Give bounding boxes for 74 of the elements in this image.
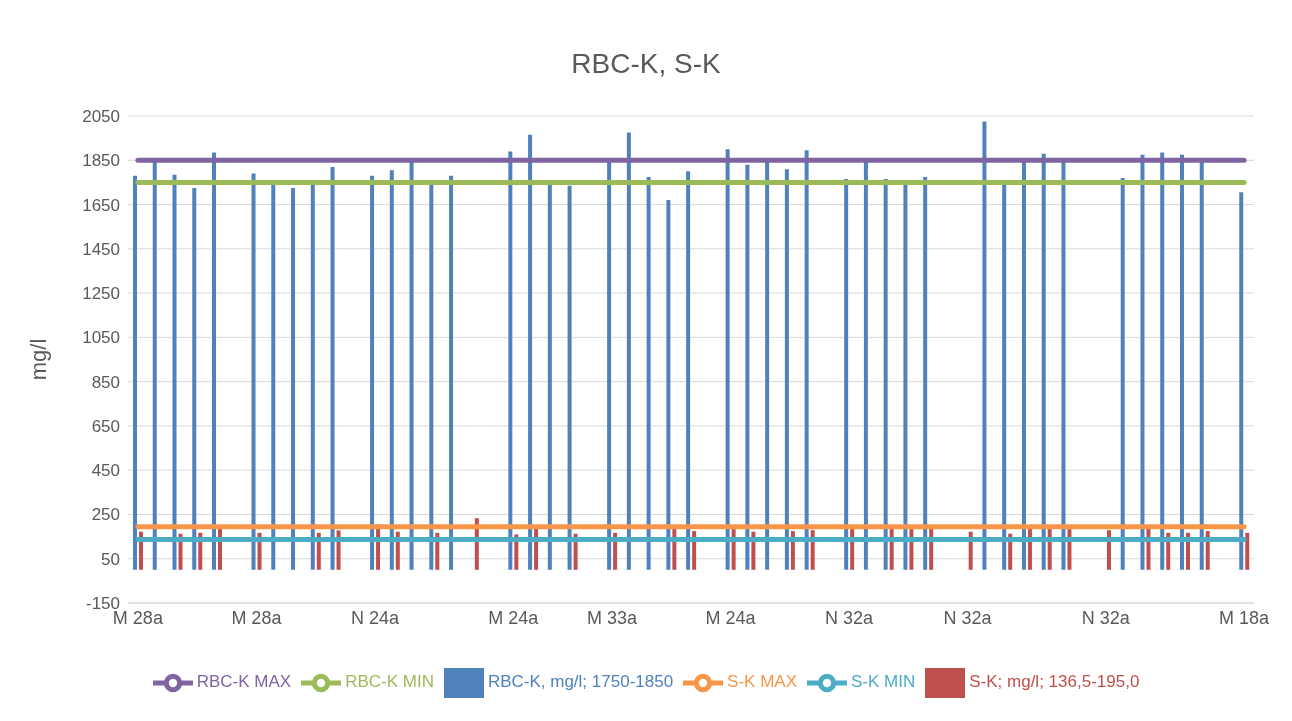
x-tick-label: N 32a <box>825 607 875 628</box>
y-tick-label: 50 <box>101 549 120 569</box>
y-tick-label: 1650 <box>82 195 120 215</box>
bar <box>784 169 789 570</box>
bar <box>607 161 612 570</box>
bar <box>745 164 750 570</box>
legend-label: S-K; mg/l; 136,5-195,0 <box>969 672 1140 692</box>
bar <box>923 176 928 570</box>
bar <box>528 134 533 570</box>
y-tick-label: 250 <box>91 505 120 525</box>
bar <box>1061 161 1066 570</box>
bar <box>883 179 888 570</box>
bar <box>370 175 375 570</box>
bar <box>1140 154 1145 570</box>
chart-title: RBC-K, S-K <box>570 48 722 80</box>
legend-label: RBC-K, mg/l; 1750-1850 <box>487 672 674 692</box>
bar <box>626 132 631 570</box>
bar <box>1199 161 1204 570</box>
x-tick-label: N 24a <box>350 607 400 628</box>
x-tick-label: M 33a <box>586 607 638 628</box>
bar <box>330 166 335 570</box>
bar <box>686 171 691 570</box>
bar <box>666 200 671 570</box>
bar <box>725 149 730 570</box>
y-tick-label: 1450 <box>82 239 120 259</box>
x-tick-label: N 32a <box>1081 607 1131 628</box>
y-axis-title: mg/l <box>25 338 51 381</box>
bar <box>765 161 770 570</box>
bar <box>903 183 908 570</box>
x-tick-label: M 18a <box>1219 607 1271 628</box>
bar <box>1120 177 1125 570</box>
x-tick-label: N 32a <box>943 607 993 628</box>
bar <box>1021 161 1026 570</box>
bar <box>844 179 849 570</box>
y-tick-label: 650 <box>91 416 120 436</box>
bar <box>508 151 513 570</box>
bar <box>1041 153 1046 570</box>
legend-label: RBC-K MIN <box>345 672 434 692</box>
bar <box>1160 152 1165 570</box>
bar <box>389 170 394 570</box>
bar <box>449 175 454 570</box>
x-tick-label: M 28a <box>231 607 283 628</box>
bar <box>646 176 651 570</box>
bar <box>251 173 256 570</box>
bar <box>1002 183 1007 570</box>
bar <box>567 185 572 570</box>
y-tick-label: 850 <box>91 372 120 392</box>
x-tick-label: M 24a <box>488 607 540 628</box>
legend-label: RBC-K MAX <box>196 672 292 692</box>
y-tick-label: 450 <box>91 461 120 481</box>
x-tick-label: M 24a <box>705 607 757 628</box>
y-tick-label: 1250 <box>82 284 120 304</box>
bar <box>409 161 414 570</box>
bar <box>982 121 987 570</box>
bar <box>172 174 177 570</box>
bar <box>192 187 197 570</box>
bar <box>547 183 552 570</box>
bar <box>1239 192 1244 570</box>
bar <box>1245 532 1250 570</box>
bar <box>133 175 137 570</box>
bar <box>310 184 315 570</box>
bar <box>804 150 809 570</box>
bar <box>271 183 276 570</box>
bar <box>212 152 217 570</box>
y-tick-label: 1050 <box>82 328 120 348</box>
bar <box>152 161 157 570</box>
legend-label: S-K MIN <box>851 672 916 692</box>
bar <box>1179 154 1184 570</box>
y-tick-label: 1850 <box>82 151 120 171</box>
legend-label: S-K MAX <box>727 672 798 692</box>
bar <box>291 187 296 570</box>
y-tick-label: 2050 <box>82 107 120 127</box>
bar <box>429 183 434 570</box>
bar <box>863 161 868 570</box>
